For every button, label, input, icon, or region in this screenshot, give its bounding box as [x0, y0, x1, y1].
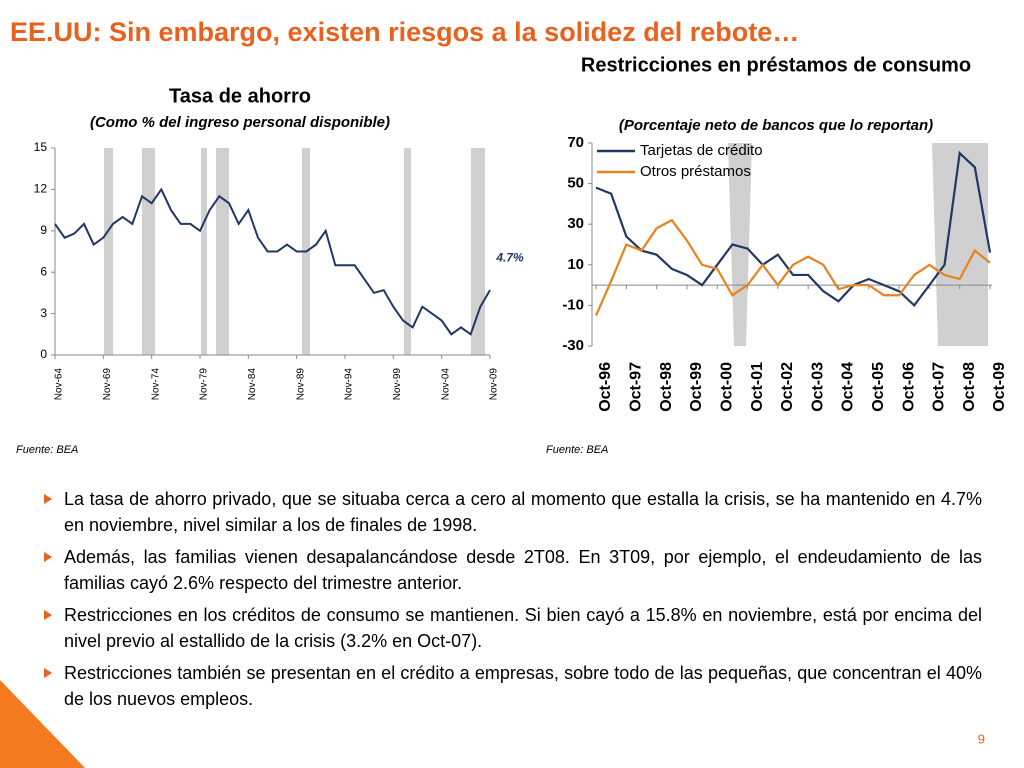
x-tick-label: Nov-09	[489, 368, 500, 401]
chart-title: Restricciones en préstamos de consumo	[581, 54, 971, 76]
y-tick-label: 15	[34, 140, 48, 154]
x-tick-label: Oct-02	[779, 362, 796, 412]
x-tick-label: Nov-79	[199, 368, 210, 401]
x-tick-label: Nov-84	[247, 368, 258, 401]
source: Fuente: BEA	[546, 444, 608, 456]
bullet-list: La tasa de ahorro privado, que se situab…	[42, 486, 982, 718]
x-tick-label: Oct-09	[991, 362, 1008, 412]
x-tick-label: Oct-00	[718, 362, 735, 412]
legend-label: Otros préstamos	[640, 163, 751, 180]
x-tick-label: Nov-04	[440, 368, 451, 401]
corner-decoration	[0, 680, 85, 768]
slide-title: EE.UU: Sin embargo, existen riesgos a la…	[10, 17, 799, 47]
x-tick-label: Oct-96	[597, 362, 614, 412]
x-tick-label: Nov-99	[392, 368, 403, 401]
x-tick-label: Nov-69	[102, 368, 113, 401]
y-tick-label: 30	[567, 215, 584, 232]
x-tick-label: Oct-01	[749, 362, 766, 412]
bullet: Además, las familias vienen desapalancán…	[42, 544, 982, 596]
bullet: Restricciones también se presentan en el…	[42, 660, 982, 712]
x-tick-label: Oct-06	[900, 362, 917, 412]
y-tick-label: -10	[562, 296, 584, 313]
x-tick-label: Nov-64	[54, 368, 65, 401]
x-tick-label: Oct-07	[931, 362, 948, 412]
y-tick-label: 50	[567, 175, 584, 192]
x-tick-label: Oct-05	[870, 362, 887, 412]
chart-subtitle: (Porcentaje neto de bancos que lo report…	[619, 117, 933, 134]
series-line	[54, 187, 491, 336]
series-line	[594, 218, 991, 316]
source: Fuente: BEA	[16, 444, 78, 456]
legend-label: Tarjetas de crédito	[640, 142, 763, 159]
x-tick-label: Oct-03	[809, 362, 826, 412]
x-tick-label: Oct-04	[840, 362, 857, 412]
annotation: 4.7%	[495, 250, 524, 264]
recession-bands	[104, 148, 485, 355]
y-tick-label: 70	[567, 134, 584, 151]
bullet: Restricciones en los créditos de consumo…	[42, 602, 982, 654]
series-line	[595, 150, 992, 308]
y-tick-label: 9	[40, 223, 47, 237]
x-tick-label: Oct-99	[688, 362, 705, 412]
y-tick-label: 0	[40, 347, 47, 361]
chart-title: Tasa de ahorro	[169, 85, 311, 107]
y-tick-label: 12	[34, 182, 48, 196]
y-tick-label: 6	[40, 264, 47, 278]
y-tick-label: 3	[40, 306, 47, 320]
x-tick-label: Nov-94	[344, 368, 355, 401]
bullet: La tasa de ahorro privado, que se situab…	[42, 486, 982, 538]
x-tick-label: Oct-97	[628, 362, 645, 412]
y-tick-label: -30	[562, 337, 584, 354]
y-tick-label: 10	[567, 256, 584, 273]
shaded-periods	[728, 143, 988, 346]
page-number: 9	[978, 731, 985, 746]
x-tick-label: Oct-08	[961, 362, 978, 412]
x-tick-label: Nov-74	[150, 368, 161, 401]
chart-subtitle: (Como % del ingreso personal disponible)	[90, 114, 390, 131]
x-tick-label: Oct-98	[658, 362, 675, 412]
x-tick-label: Nov-89	[295, 368, 306, 401]
